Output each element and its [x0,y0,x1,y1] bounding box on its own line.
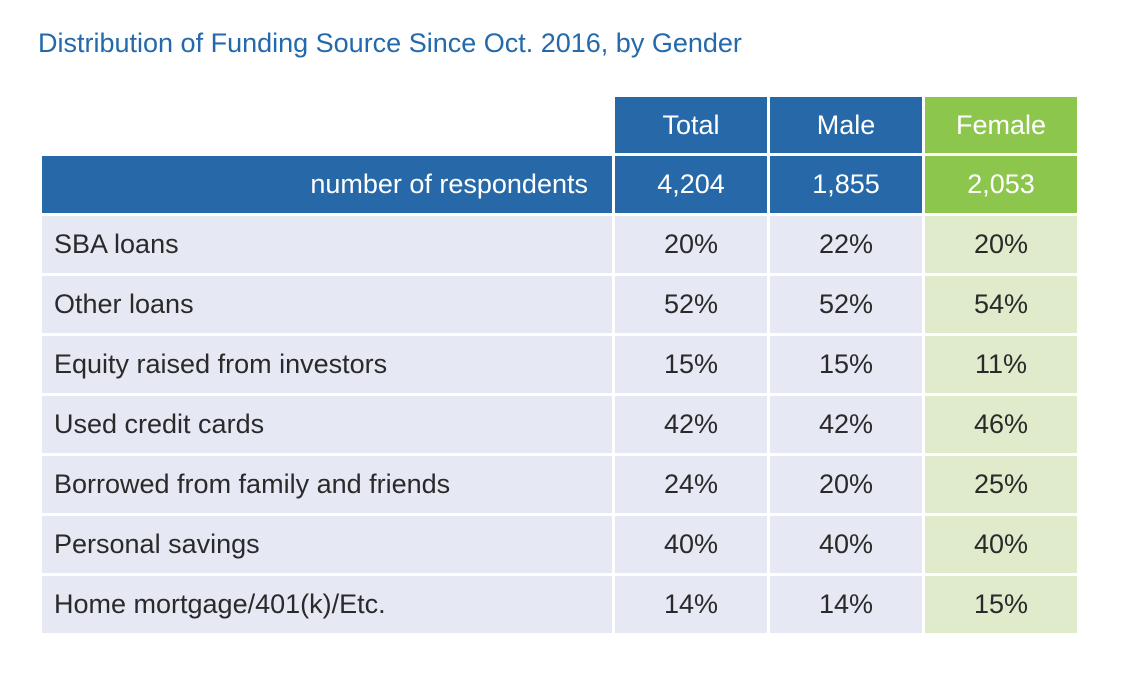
table-row: Equity raised from investors 15% 15% 11% [42,336,1077,393]
column-header-row: Total Male Female [42,97,1077,153]
cell-male: 40% [770,516,922,573]
funding-source-table: Total Male Female number of respondents … [39,94,1080,636]
cell-female: 25% [925,456,1077,513]
row-label: Home mortgage/401(k)/Etc. [42,576,612,633]
cell-female: 11% [925,336,1077,393]
respondents-row: number of respondents 4,204 1,855 2,053 [42,156,1077,213]
table-row: Personal savings 40% 40% 40% [42,516,1077,573]
cell-total: 42% [615,396,767,453]
cell-total: 24% [615,456,767,513]
cell-total: 14% [615,576,767,633]
row-label: Borrowed from family and friends [42,456,612,513]
cell-male: 14% [770,576,922,633]
row-label: Used credit cards [42,396,612,453]
table-row: Home mortgage/401(k)/Etc. 14% 14% 15% [42,576,1077,633]
cell-male: 22% [770,216,922,273]
column-header-male: Male [770,97,922,153]
cell-total: 15% [615,336,767,393]
table-row: Other loans 52% 52% 54% [42,276,1077,333]
cell-female: 54% [925,276,1077,333]
cell-total: 20% [615,216,767,273]
table-row: Used credit cards 42% 42% 46% [42,396,1077,453]
page-title: Distribution of Funding Source Since Oct… [38,28,742,58]
row-label: Other loans [42,276,612,333]
cell-total: 40% [615,516,767,573]
column-header-total: Total [615,97,767,153]
row-label: Equity raised from investors [42,336,612,393]
cell-male: 20% [770,456,922,513]
respondents-label: number of respondents [42,156,612,213]
respondents-male: 1,855 [770,156,922,213]
cell-male: 52% [770,276,922,333]
respondents-total: 4,204 [615,156,767,213]
header-spacer [42,97,612,153]
row-label: Personal savings [42,516,612,573]
cell-total: 52% [615,276,767,333]
column-header-female: Female [925,97,1077,153]
table-row: Borrowed from family and friends 24% 20%… [42,456,1077,513]
cell-female: 40% [925,516,1077,573]
cell-male: 15% [770,336,922,393]
row-label: SBA loans [42,216,612,273]
table-row: SBA loans 20% 22% 20% [42,216,1077,273]
respondents-female: 2,053 [925,156,1077,213]
cell-male: 42% [770,396,922,453]
cell-female: 46% [925,396,1077,453]
cell-female: 15% [925,576,1077,633]
cell-female: 20% [925,216,1077,273]
